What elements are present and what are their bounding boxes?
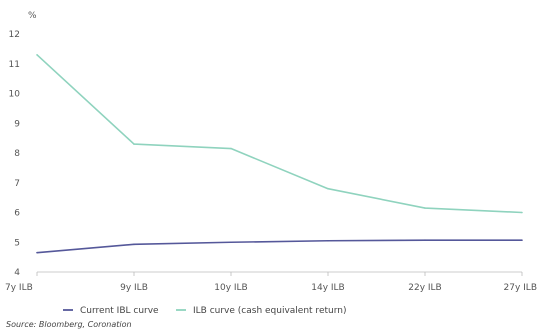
data-point bbox=[230, 147, 232, 150]
y-tick-label: 8 bbox=[14, 149, 20, 159]
y-tick-label: 10 bbox=[9, 90, 21, 100]
legend-label: Current IBL curve bbox=[80, 306, 159, 316]
data-point bbox=[424, 239, 426, 241]
data-point bbox=[327, 239, 329, 242]
y-tick-label: 11 bbox=[9, 60, 20, 70]
x-tick-label: 27y ILB bbox=[504, 283, 537, 293]
y-tick-label: 9 bbox=[14, 119, 20, 129]
y-tick-label: 5 bbox=[14, 238, 20, 248]
y-tick-label: 6 bbox=[14, 209, 20, 219]
x-tick-label: 14y ILB bbox=[311, 283, 344, 293]
data-point bbox=[36, 54, 38, 56]
data-point bbox=[521, 211, 523, 214]
series-layer bbox=[36, 54, 523, 254]
y-tick-label: 7 bbox=[14, 179, 20, 189]
y-tick-label: 4 bbox=[14, 268, 20, 278]
x-tick-label: 9y ILB bbox=[120, 283, 148, 293]
y-tick-label: 12 bbox=[9, 30, 20, 40]
data-point bbox=[133, 143, 135, 145]
y-axis-ticks: 4 5 6 7 8 9 10 11 12 bbox=[9, 30, 21, 278]
legend-label: ILB curve (cash equivalent return) bbox=[193, 306, 346, 316]
series-line-2 bbox=[36, 54, 523, 214]
x-tick-label: 22y ILB bbox=[408, 283, 441, 293]
data-point bbox=[230, 241, 232, 244]
data-point bbox=[36, 251, 38, 254]
data-point bbox=[521, 239, 523, 241]
source-note: Source: Bloomberg, Coronation bbox=[6, 320, 132, 329]
x-axis-ticks: 7y ILB 9y ILB 10y ILB 14y ILB 22y ILB 27y ILB bbox=[5, 272, 537, 293]
data-point bbox=[424, 207, 426, 209]
x-tick-label: 7y ILB bbox=[5, 283, 33, 293]
series-line-1 bbox=[36, 239, 522, 254]
y-axis-unit-label: % bbox=[28, 11, 37, 21]
legend: Current IBL curve ILB curve (cash equival… bbox=[63, 306, 346, 316]
data-point bbox=[327, 187, 329, 190]
data-point bbox=[133, 243, 135, 246]
x-tick-label: 10y ILB bbox=[214, 283, 247, 293]
